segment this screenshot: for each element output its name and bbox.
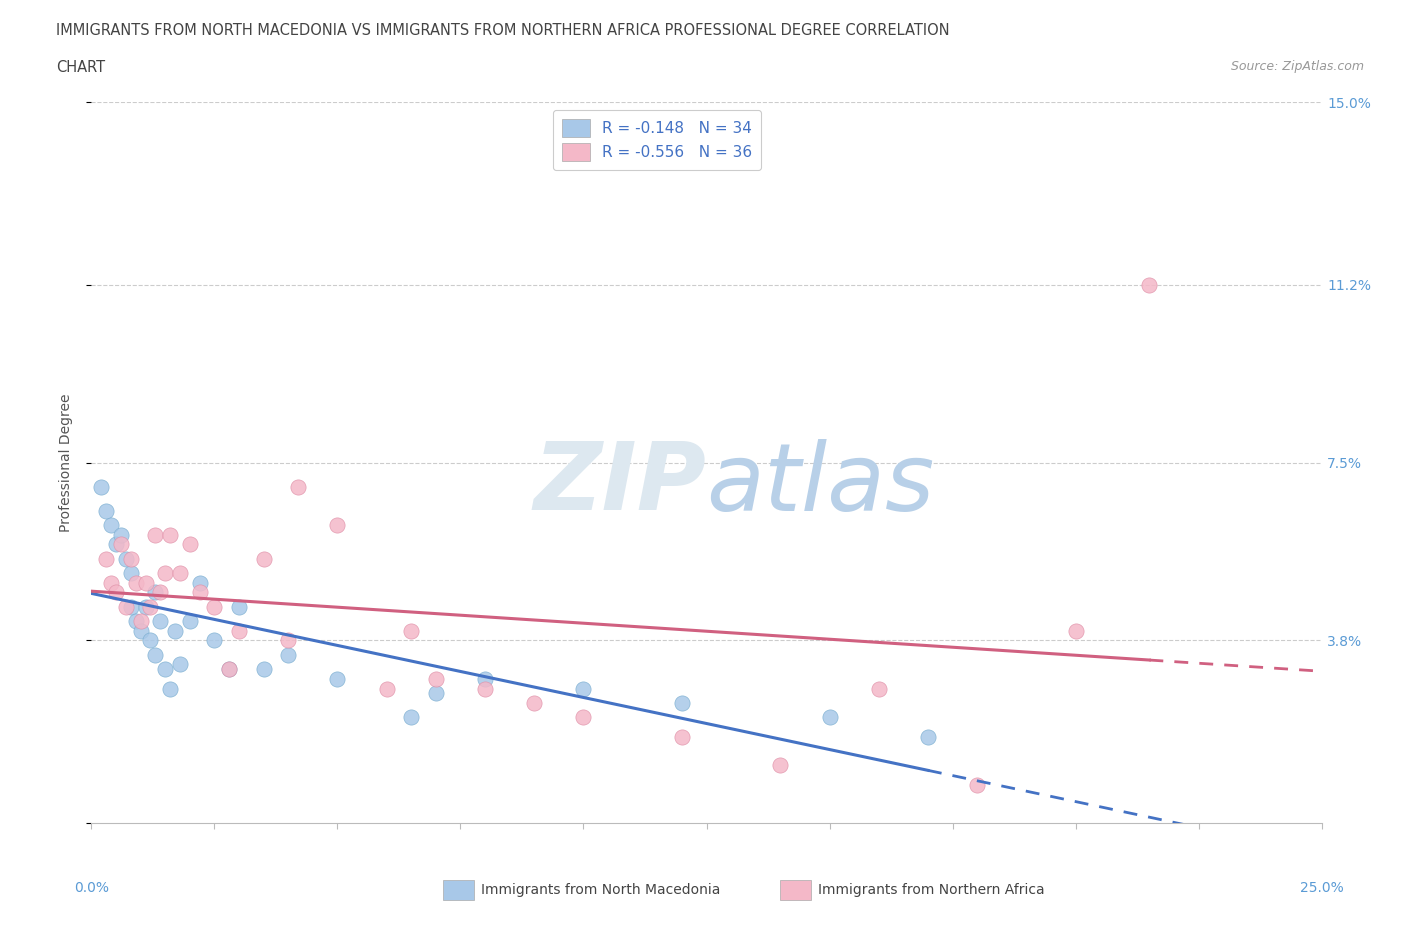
- Text: atlas: atlas: [706, 439, 935, 530]
- Text: Source: ZipAtlas.com: Source: ZipAtlas.com: [1230, 60, 1364, 73]
- Point: [153, 565, 177, 580]
- Point: [287, 479, 309, 494]
- Point: [169, 658, 191, 672]
- Point: [277, 647, 299, 662]
- Point: [474, 671, 496, 686]
- Point: [572, 710, 595, 724]
- Point: [100, 576, 122, 591]
- Point: [474, 681, 496, 696]
- Text: Immigrants from Northern Africa: Immigrants from Northern Africa: [818, 883, 1045, 897]
- Point: [149, 585, 172, 600]
- Point: [159, 681, 181, 696]
- Point: [326, 518, 349, 533]
- Point: [96, 503, 117, 518]
- Point: [90, 479, 112, 494]
- Text: IMMIGRANTS FROM NORTH MACEDONIA VS IMMIGRANTS FROM NORTHERN AFRICA PROFESSIONAL : IMMIGRANTS FROM NORTH MACEDONIA VS IMMIG…: [56, 23, 950, 38]
- Point: [135, 576, 156, 591]
- Point: [769, 758, 792, 773]
- Point: [399, 623, 422, 638]
- Point: [96, 551, 117, 566]
- Point: [917, 729, 939, 744]
- Point: [202, 633, 225, 648]
- Point: [114, 551, 138, 566]
- Point: [179, 614, 201, 629]
- Point: [228, 623, 250, 638]
- Point: [145, 585, 166, 600]
- Point: [218, 662, 240, 677]
- Point: [153, 662, 177, 677]
- Point: [671, 729, 693, 744]
- Point: [523, 696, 546, 711]
- Point: [120, 600, 142, 615]
- Point: [253, 662, 276, 677]
- Point: [163, 623, 186, 638]
- Point: [135, 600, 156, 615]
- Point: [1064, 623, 1087, 638]
- Point: [110, 527, 132, 542]
- Point: [425, 686, 447, 701]
- Text: ZIP: ZIP: [534, 438, 706, 530]
- Point: [228, 600, 250, 615]
- Point: [218, 662, 240, 677]
- Point: [129, 623, 152, 638]
- Point: [188, 576, 211, 591]
- Point: [114, 600, 138, 615]
- Point: [868, 681, 890, 696]
- Point: [139, 633, 162, 648]
- Point: [253, 551, 276, 566]
- Text: 0.0%: 0.0%: [75, 881, 108, 895]
- Point: [966, 777, 988, 792]
- Point: [169, 565, 191, 580]
- Point: [671, 696, 693, 711]
- Text: Immigrants from North Macedonia: Immigrants from North Macedonia: [481, 883, 720, 897]
- Point: [818, 710, 841, 724]
- Point: [100, 518, 122, 533]
- Point: [124, 576, 146, 591]
- Point: [399, 710, 422, 724]
- Point: [105, 537, 127, 551]
- Point: [425, 671, 447, 686]
- Point: [179, 537, 201, 551]
- Point: [149, 614, 172, 629]
- Point: [277, 633, 299, 648]
- Point: [124, 614, 146, 629]
- Point: [375, 681, 398, 696]
- Point: [120, 565, 142, 580]
- Text: 25.0%: 25.0%: [1299, 881, 1344, 895]
- Point: [326, 671, 349, 686]
- Point: [202, 600, 225, 615]
- Point: [188, 585, 211, 600]
- Point: [1139, 277, 1161, 292]
- Point: [145, 527, 166, 542]
- Point: [120, 551, 142, 566]
- Point: [159, 527, 181, 542]
- Point: [145, 647, 166, 662]
- Point: [105, 585, 127, 600]
- Point: [572, 681, 595, 696]
- Legend: R = -0.148   N = 34, R = -0.556   N = 36: R = -0.148 N = 34, R = -0.556 N = 36: [553, 110, 762, 169]
- Text: CHART: CHART: [56, 60, 105, 75]
- Point: [110, 537, 132, 551]
- Point: [129, 614, 152, 629]
- Point: [139, 600, 162, 615]
- Y-axis label: Professional Degree: Professional Degree: [59, 393, 73, 532]
